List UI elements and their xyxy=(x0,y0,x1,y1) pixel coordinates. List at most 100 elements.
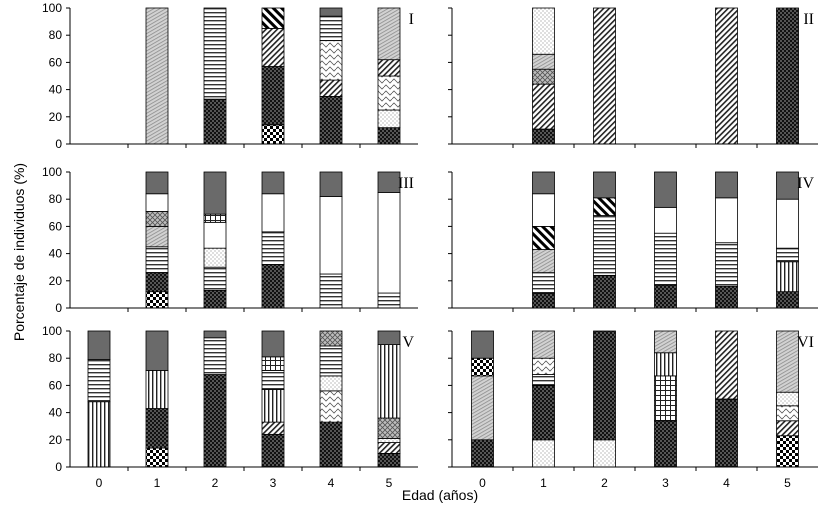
bar-segment xyxy=(776,330,799,393)
bar-IV-5 xyxy=(776,171,799,309)
bar-segment xyxy=(377,75,401,111)
bar-segment xyxy=(593,7,616,145)
bar-VI-2 xyxy=(593,330,616,468)
bar-segment xyxy=(145,330,169,371)
x-axis-label: Edad (años) xyxy=(402,487,478,503)
bar-I-5 xyxy=(377,7,401,145)
bar-segment xyxy=(377,442,401,454)
bar-segment xyxy=(532,225,555,250)
panel-label: V xyxy=(402,334,414,351)
bar-segment xyxy=(377,292,401,309)
panel-label: IV xyxy=(797,175,814,192)
bar-VI-5 xyxy=(776,330,799,468)
bar-segment xyxy=(776,7,799,145)
bar-segment xyxy=(654,232,677,286)
x-tick-label: 5 xyxy=(386,476,393,490)
bar-V-5 xyxy=(377,330,401,468)
y-tick-label: 40 xyxy=(49,83,63,97)
y-tick-label: 0 xyxy=(55,301,62,315)
bar-segment xyxy=(715,242,738,287)
bar-segment xyxy=(776,171,799,200)
bar-segment xyxy=(654,352,677,377)
bar-segment xyxy=(319,421,343,468)
panel-II: II xyxy=(448,7,818,148)
bar-segment xyxy=(715,171,738,199)
bar-segment xyxy=(377,344,401,419)
bar-segment xyxy=(261,66,285,126)
bar-segment xyxy=(593,330,616,441)
bar-segment xyxy=(593,171,616,199)
x-tick-label: 0 xyxy=(479,476,486,490)
bar-II-4 xyxy=(715,7,738,145)
x-tick-label: 3 xyxy=(662,476,669,490)
bar-segment xyxy=(261,231,285,265)
bar-segment xyxy=(203,98,227,145)
bar-V-0 xyxy=(87,330,111,468)
bar-segment xyxy=(319,96,343,145)
bar-I-3 xyxy=(261,7,285,145)
bar-segment xyxy=(776,405,799,422)
y-tick-label: 0 xyxy=(55,460,62,474)
bar-segment xyxy=(532,53,555,70)
bar-segment xyxy=(261,124,285,145)
bar-segment xyxy=(377,438,401,443)
bar-segment xyxy=(776,247,799,263)
bar-segment xyxy=(593,197,616,216)
bar-segment xyxy=(715,285,738,309)
bar-segment xyxy=(532,128,555,145)
bar-V-1 xyxy=(145,330,169,468)
y-axis-label: Porcentaje de individuos (%) xyxy=(11,163,27,341)
bar-VI-0 xyxy=(471,330,494,468)
x-tick-label: 5 xyxy=(784,476,791,490)
bar-segment xyxy=(145,291,169,309)
bar-segment xyxy=(203,289,227,309)
panel-label: III xyxy=(398,175,414,192)
bar-segment xyxy=(715,7,738,145)
bar-segment xyxy=(145,211,169,227)
bar-segment xyxy=(87,359,111,403)
bar-segment xyxy=(654,171,677,208)
bar-segment xyxy=(654,330,677,354)
bar-IV-1 xyxy=(532,171,555,309)
bar-segment xyxy=(377,191,401,294)
bar-segment xyxy=(319,196,343,275)
y-tick-label: 100 xyxy=(42,165,62,179)
bar-segment xyxy=(145,193,169,212)
bar-VI-4 xyxy=(715,330,738,468)
bar-V-4 xyxy=(319,330,343,468)
bar-segment xyxy=(319,79,343,97)
bar-segment xyxy=(203,221,227,249)
x-tick-label: 3 xyxy=(270,476,277,490)
bar-segment xyxy=(532,7,555,55)
bar-segment xyxy=(261,356,285,371)
bar-segment xyxy=(377,330,401,346)
bar-segment xyxy=(377,127,401,145)
bar-segment xyxy=(532,374,555,386)
y-tick-label: 60 xyxy=(49,219,63,233)
bar-segment xyxy=(715,330,738,400)
bar-segment xyxy=(715,197,738,244)
y-tick-label: 100 xyxy=(42,1,62,15)
bar-segment xyxy=(654,206,677,234)
bar-segment xyxy=(87,330,111,360)
bar-IV-3 xyxy=(654,171,677,309)
bar-VI-1 xyxy=(532,330,555,468)
y-tick-label: 20 xyxy=(49,110,63,124)
bar-segment xyxy=(532,68,555,85)
bar-segment xyxy=(145,7,169,145)
bar-segment xyxy=(145,408,169,449)
panel-IV: IV xyxy=(448,171,818,312)
bar-segment xyxy=(776,391,799,407)
bar-segment xyxy=(377,171,401,193)
bar-segment xyxy=(319,171,343,197)
bar-III-5 xyxy=(377,171,401,309)
bar-segment xyxy=(319,7,343,17)
x-tick-label: 1 xyxy=(154,476,161,490)
bar-segment xyxy=(776,435,799,468)
bar-segment xyxy=(532,249,555,274)
bar-IV-4 xyxy=(715,171,738,309)
bar-segment xyxy=(261,389,285,423)
bar-segment xyxy=(87,401,111,468)
bar-segment xyxy=(203,213,227,223)
